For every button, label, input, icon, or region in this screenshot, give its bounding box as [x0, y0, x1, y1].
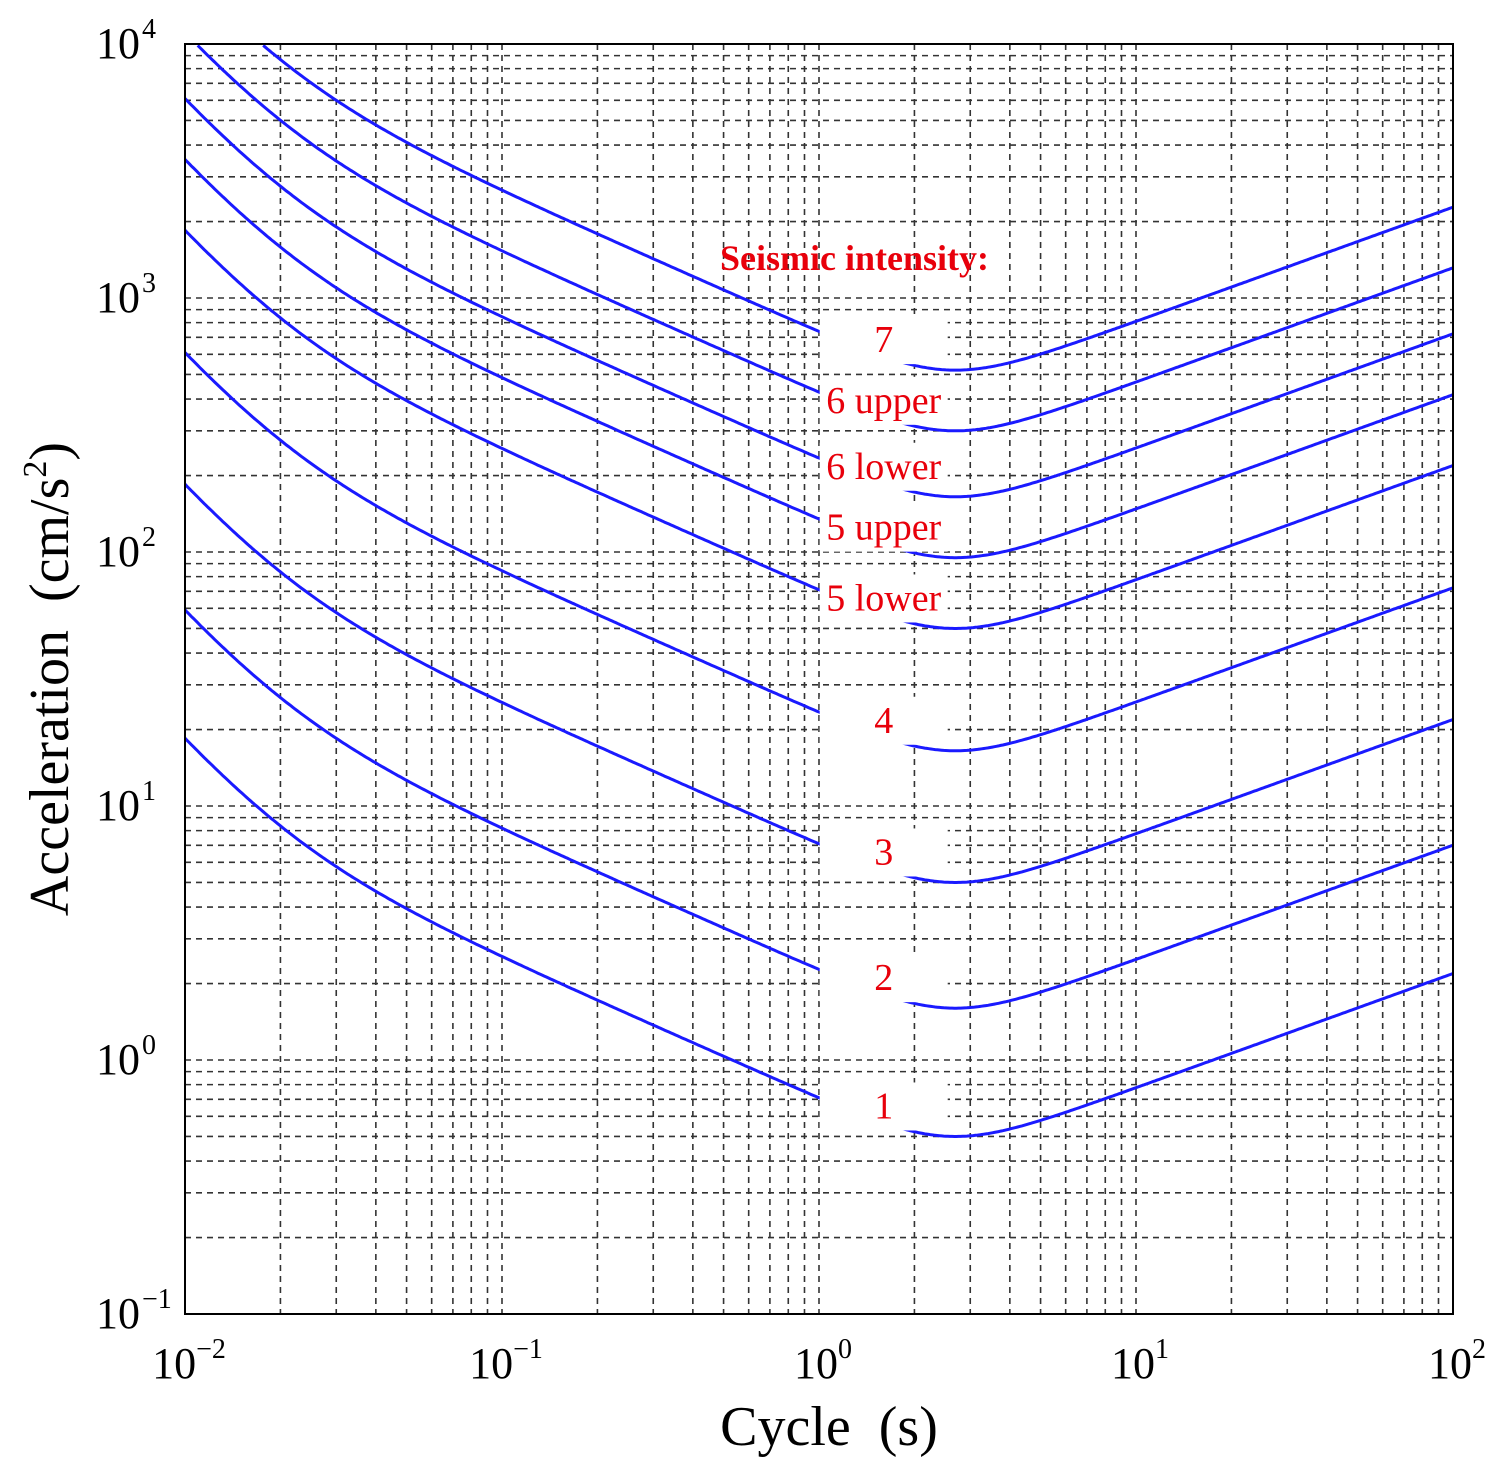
- x-tick-label: 101: [1111, 1334, 1169, 1388]
- y-tick-exponent: 2: [142, 522, 156, 553]
- curve-label-bg: [819, 442, 948, 491]
- curve-label: 6 upper: [826, 380, 941, 422]
- grid: [185, 44, 1453, 1314]
- y-axis-title-close: ): [19, 442, 81, 461]
- x-tick-label: 10−1: [469, 1334, 543, 1388]
- curve-label: 1: [874, 1085, 893, 1127]
- curve-label-bg: [819, 316, 948, 365]
- curve-label: 5 lower: [826, 577, 941, 619]
- curve-label: 5 upper: [826, 507, 941, 549]
- x-tick-label: 100: [794, 1334, 852, 1388]
- x-tick-exponent: −2: [196, 1334, 226, 1365]
- intensity-curve: [183, 97, 1454, 499]
- y-tick-label: 10−1: [96, 1284, 172, 1338]
- y-tick-exponent: 0: [142, 1030, 156, 1061]
- x-axis-title: Cycle (s): [720, 1396, 938, 1458]
- intensity-curve: [183, 608, 1454, 1010]
- curve-label-bg: [819, 376, 948, 425]
- y-axis-title-sup: 2: [17, 461, 54, 478]
- intensity-curve: [183, 158, 1454, 560]
- y-tick-label: 104: [96, 14, 156, 68]
- y-tick-label: 101: [96, 776, 156, 830]
- plot-frame: [184, 43, 1454, 1315]
- curve-label-bg: [819, 696, 948, 745]
- curve-label-bg: [819, 828, 948, 877]
- intensity-curve: [183, 351, 1454, 753]
- curve-label-bg: [819, 1082, 948, 1131]
- curve-label: 4: [874, 700, 893, 742]
- curve-label: 7: [874, 319, 893, 361]
- x-tick-label: 10−2: [152, 1334, 226, 1388]
- x-tick-exponent: −1: [513, 1334, 543, 1365]
- curve-label: 2: [874, 957, 893, 999]
- y-axis-title: Acceleration (cm/s2): [17, 442, 81, 916]
- x-tick-exponent: 1: [1155, 1334, 1169, 1365]
- x-tick-labels: 10−2 10−1 100 101 102: [152, 1334, 1486, 1388]
- y-tick-exponent: 3: [142, 268, 156, 299]
- y-axis-title-main: Acceleration (cm/s: [19, 478, 81, 916]
- curve-label: 3: [874, 831, 893, 873]
- x-tick-label: 102: [1428, 1334, 1486, 1388]
- y-tick-label: 100: [96, 1030, 156, 1084]
- curve-label-bg: [819, 503, 948, 552]
- legend-title: Seismic intensity:: [720, 238, 989, 278]
- y-tick-exponent: 1: [142, 776, 156, 807]
- curve-label-bg: [819, 574, 948, 623]
- y-tick-exponent: 4: [142, 14, 156, 45]
- y-tick-label: 103: [96, 268, 156, 322]
- intensity-curve: [183, 229, 1454, 630]
- y-tick-label: 102: [96, 522, 156, 576]
- intensity-curve: [183, 483, 1454, 884]
- x-tick-exponent: 2: [1472, 1334, 1486, 1365]
- curve-labels: 1 2 3 4 5 lower 5 upper 6 lower 6 upper 7: [819, 316, 948, 1131]
- curve-label-bg: [819, 954, 948, 1003]
- y-tick-exponent: −1: [142, 1284, 172, 1315]
- intensity-curve: [183, 737, 1454, 1138]
- x-tick-exponent: 0: [838, 1334, 852, 1365]
- curve-label: 6 lower: [826, 446, 941, 488]
